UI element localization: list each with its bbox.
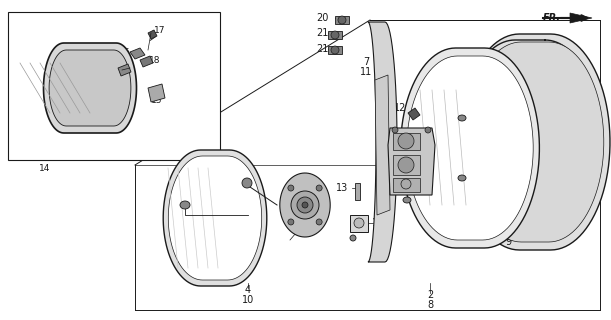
Polygon shape <box>393 133 420 150</box>
Ellipse shape <box>392 127 398 133</box>
Ellipse shape <box>180 201 190 209</box>
Text: FR.: FR. <box>543 13 561 23</box>
Ellipse shape <box>288 219 294 225</box>
Text: 17: 17 <box>154 26 166 35</box>
Ellipse shape <box>302 202 308 208</box>
Text: 3: 3 <box>505 227 511 237</box>
Polygon shape <box>335 16 349 24</box>
Text: 9: 9 <box>505 237 511 247</box>
Polygon shape <box>368 22 397 262</box>
Ellipse shape <box>242 178 252 188</box>
Ellipse shape <box>403 197 411 203</box>
Text: 14: 14 <box>39 164 51 172</box>
Polygon shape <box>148 84 165 102</box>
Polygon shape <box>280 173 330 237</box>
Text: 12: 12 <box>394 103 406 113</box>
Ellipse shape <box>297 197 313 213</box>
Ellipse shape <box>350 235 356 241</box>
Polygon shape <box>393 178 420 192</box>
Polygon shape <box>148 30 157 39</box>
Text: 4: 4 <box>245 285 251 295</box>
Text: 8: 8 <box>427 300 433 310</box>
Text: 21: 21 <box>316 28 328 38</box>
Text: 19: 19 <box>109 63 121 73</box>
Ellipse shape <box>316 185 322 191</box>
Text: 7: 7 <box>363 57 369 67</box>
Text: 11: 11 <box>360 67 372 77</box>
Polygon shape <box>407 56 533 240</box>
Text: 20: 20 <box>316 13 328 23</box>
Ellipse shape <box>458 115 466 121</box>
Ellipse shape <box>291 191 319 219</box>
Text: 6: 6 <box>297 190 303 200</box>
Ellipse shape <box>331 31 339 39</box>
Ellipse shape <box>338 16 346 24</box>
Polygon shape <box>350 215 368 232</box>
Polygon shape <box>570 13 592 23</box>
Polygon shape <box>375 75 390 215</box>
Ellipse shape <box>354 218 364 228</box>
Polygon shape <box>130 48 145 59</box>
Polygon shape <box>460 34 610 250</box>
Text: 13: 13 <box>336 183 348 193</box>
Polygon shape <box>328 31 342 39</box>
Ellipse shape <box>401 179 411 189</box>
Text: 3: 3 <box>299 228 305 238</box>
Ellipse shape <box>331 46 339 54</box>
Ellipse shape <box>316 219 322 225</box>
Ellipse shape <box>288 185 294 191</box>
Polygon shape <box>466 42 604 242</box>
Polygon shape <box>408 108 420 120</box>
Text: 10: 10 <box>242 295 254 305</box>
Ellipse shape <box>523 169 531 175</box>
Polygon shape <box>43 43 136 133</box>
Ellipse shape <box>523 109 531 115</box>
Polygon shape <box>388 128 435 195</box>
Polygon shape <box>460 40 600 240</box>
Polygon shape <box>355 183 360 200</box>
Polygon shape <box>163 150 267 286</box>
Text: 2: 2 <box>427 290 433 300</box>
Polygon shape <box>393 155 420 175</box>
Polygon shape <box>401 48 540 248</box>
Ellipse shape <box>425 127 431 133</box>
Polygon shape <box>328 46 342 54</box>
Text: 18: 18 <box>149 55 161 65</box>
Polygon shape <box>118 64 131 76</box>
Text: 1: 1 <box>372 218 378 228</box>
Text: 15: 15 <box>152 95 163 105</box>
Ellipse shape <box>458 175 466 181</box>
Polygon shape <box>49 50 131 126</box>
Ellipse shape <box>398 157 414 173</box>
Ellipse shape <box>398 133 414 149</box>
Bar <box>8 12 220 160</box>
Text: 5: 5 <box>297 180 303 190</box>
Polygon shape <box>140 56 153 67</box>
Text: 21: 21 <box>316 44 328 54</box>
Polygon shape <box>168 156 262 280</box>
Text: 16: 16 <box>119 47 131 57</box>
